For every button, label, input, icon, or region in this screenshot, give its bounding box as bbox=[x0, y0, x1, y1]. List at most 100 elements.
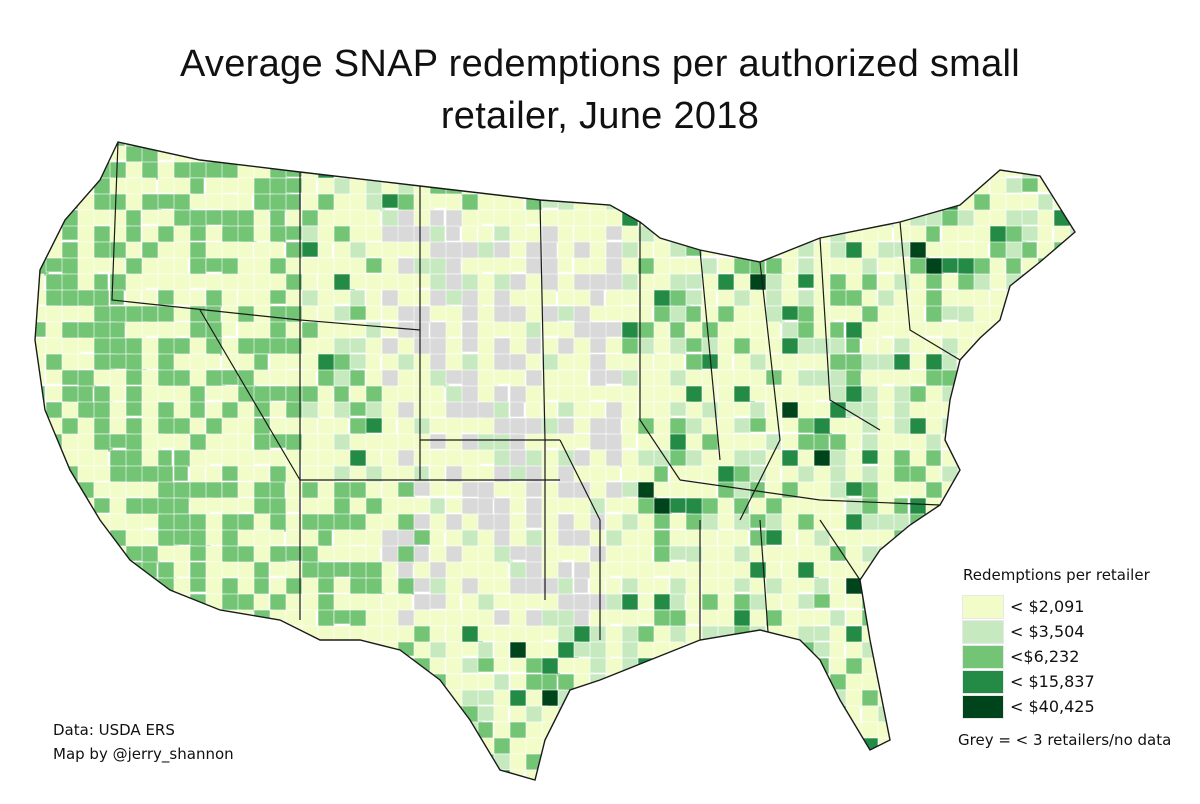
county-tile bbox=[61, 561, 84, 582]
county-tile bbox=[925, 465, 942, 483]
county-tile bbox=[813, 145, 835, 161]
county-tile bbox=[685, 337, 703, 353]
state-border bbox=[111, 142, 301, 321]
legend-swatch bbox=[962, 669, 1004, 694]
county-tile bbox=[125, 193, 144, 213]
county-tile bbox=[365, 305, 382, 321]
county-tile bbox=[717, 641, 733, 661]
county-tile bbox=[893, 609, 914, 628]
county-tile bbox=[445, 449, 463, 469]
county-tile bbox=[61, 625, 78, 645]
county-tile bbox=[413, 513, 432, 530]
county-tile bbox=[861, 561, 882, 581]
county-tile bbox=[35, 609, 45, 630]
county-tile bbox=[861, 497, 880, 516]
county-tile bbox=[221, 321, 237, 337]
county-tile bbox=[1070, 786, 1087, 800]
county-tile bbox=[77, 161, 97, 182]
county-tile bbox=[829, 257, 847, 274]
county-tile bbox=[781, 673, 798, 692]
county-tile bbox=[1005, 257, 1022, 277]
county-tile bbox=[909, 193, 933, 213]
county-tile bbox=[1005, 497, 1023, 516]
county-tile bbox=[189, 241, 209, 260]
county-tile bbox=[35, 625, 50, 646]
county-tile bbox=[733, 209, 754, 229]
county-tile bbox=[653, 161, 672, 181]
county-tile bbox=[781, 193, 798, 211]
state-border bbox=[819, 237, 881, 431]
county-tile bbox=[509, 145, 530, 163]
county-tile bbox=[1021, 337, 1042, 357]
county-tile bbox=[589, 529, 606, 547]
county-tile bbox=[125, 401, 143, 417]
county-tile bbox=[445, 769, 468, 780]
county-tile bbox=[1053, 753, 1074, 772]
county-tile bbox=[349, 401, 367, 417]
county-tile bbox=[701, 721, 717, 742]
county-tile bbox=[749, 241, 769, 262]
county-tile bbox=[765, 577, 785, 595]
county-tile bbox=[253, 257, 273, 276]
county-tile bbox=[397, 257, 417, 277]
county-tile bbox=[989, 465, 1009, 484]
county-tile bbox=[365, 593, 382, 613]
county-tile bbox=[797, 737, 818, 757]
county-tile bbox=[285, 753, 306, 774]
county-tile bbox=[109, 641, 128, 661]
county-tile bbox=[733, 193, 753, 213]
county-tile bbox=[829, 209, 851, 228]
county-tile bbox=[829, 161, 847, 178]
county-tile bbox=[429, 481, 446, 497]
county-tile bbox=[93, 657, 114, 674]
county-tile bbox=[797, 369, 817, 389]
county-tile bbox=[893, 737, 915, 756]
county-tile bbox=[125, 609, 147, 628]
county-tile bbox=[621, 145, 644, 166]
county-tile bbox=[1053, 273, 1072, 293]
county-tile bbox=[205, 209, 223, 226]
county-tile bbox=[1006, 786, 1025, 804]
county-tile bbox=[749, 641, 773, 658]
county-tile bbox=[1086, 786, 1107, 802]
county-tile bbox=[189, 545, 208, 562]
county-tile bbox=[269, 513, 289, 533]
county-tile bbox=[1021, 529, 1041, 547]
legend-item: < $40,425 bbox=[962, 694, 1200, 719]
county-tile bbox=[1037, 497, 1055, 517]
county-tile bbox=[413, 161, 435, 183]
county-tile bbox=[61, 657, 77, 679]
county-tile bbox=[701, 241, 718, 257]
title-line-1: Average SNAP redemptions per authorized … bbox=[179, 43, 1021, 85]
county-tile bbox=[157, 689, 179, 708]
county-tile bbox=[989, 545, 1010, 563]
county-tile bbox=[125, 673, 147, 691]
county-tile bbox=[797, 753, 819, 769]
county-tile bbox=[141, 593, 161, 613]
county-tile bbox=[1069, 545, 1075, 566]
county-tile bbox=[381, 401, 400, 421]
county-tile bbox=[397, 177, 416, 197]
county-tile bbox=[573, 753, 593, 771]
county-tile bbox=[317, 657, 336, 675]
county-tile bbox=[301, 737, 324, 758]
county-tile bbox=[157, 305, 176, 323]
county-tile bbox=[317, 721, 336, 741]
county-tile bbox=[1022, 786, 1038, 801]
county-tile bbox=[301, 753, 323, 772]
county-tile bbox=[61, 385, 80, 404]
county-tile bbox=[525, 449, 544, 469]
county-tile bbox=[589, 145, 606, 164]
county-tile bbox=[701, 177, 723, 194]
county-tile bbox=[717, 737, 736, 753]
county-tile bbox=[717, 305, 736, 325]
county-tile bbox=[701, 225, 718, 246]
county-tile bbox=[877, 625, 900, 647]
county-tile bbox=[925, 257, 945, 276]
county-tile bbox=[35, 513, 46, 534]
county-tile bbox=[717, 593, 735, 613]
county-tile bbox=[941, 305, 961, 321]
county-tile bbox=[621, 737, 637, 758]
county-tile bbox=[749, 193, 772, 213]
county-tile bbox=[350, 786, 370, 804]
